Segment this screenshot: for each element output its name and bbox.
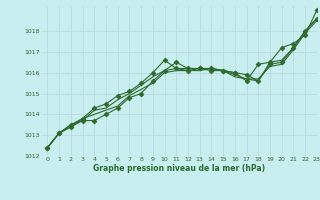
X-axis label: Graphe pression niveau de la mer (hPa): Graphe pression niveau de la mer (hPa) — [93, 164, 265, 173]
